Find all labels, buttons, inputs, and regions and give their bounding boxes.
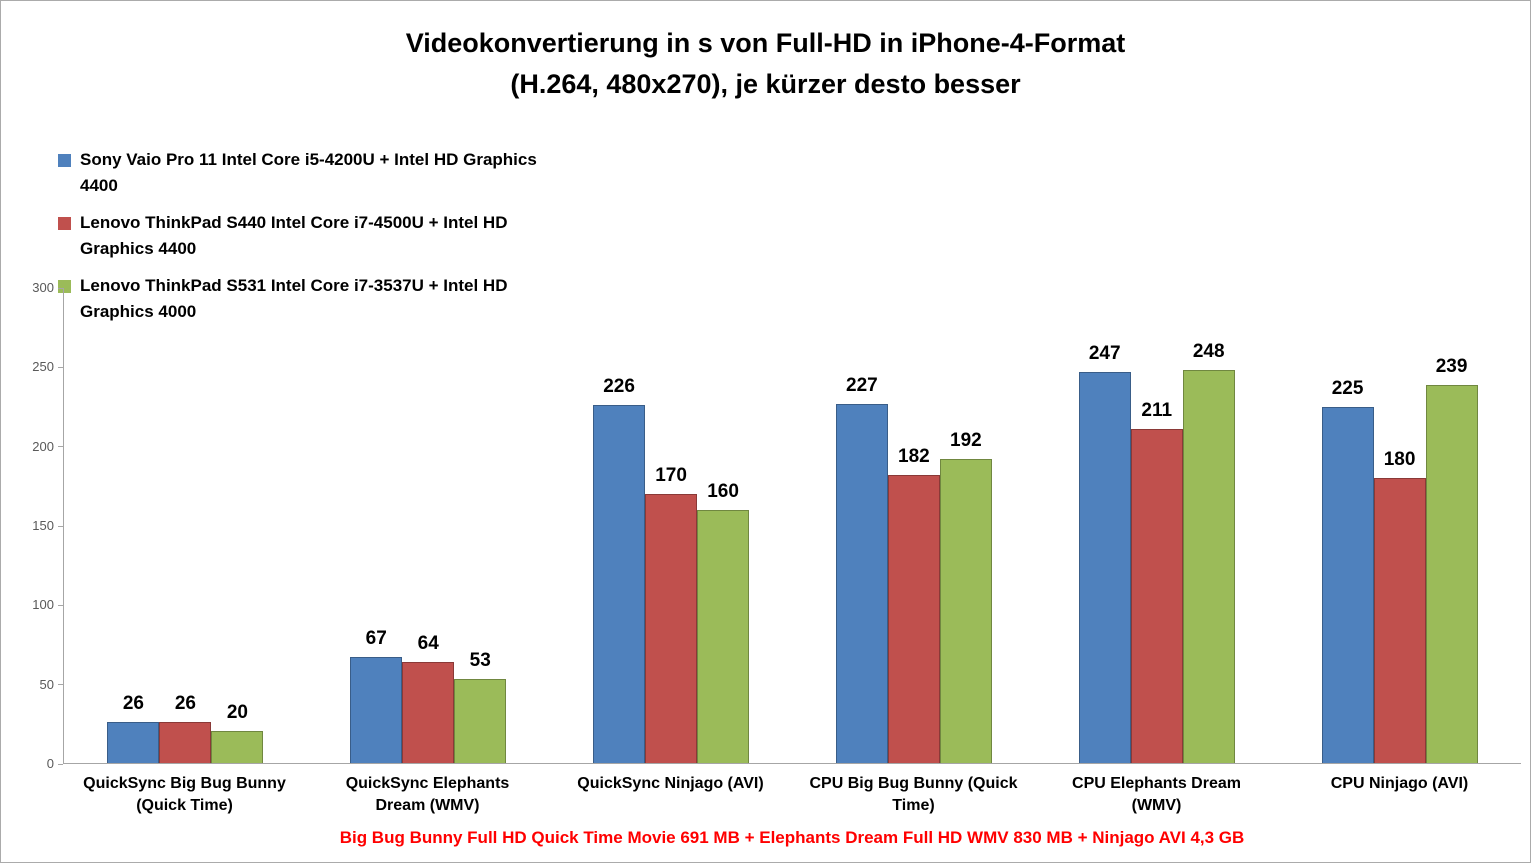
chart-footnote: Big Bug Bunny Full HD Quick Time Movie 6… (339, 828, 1245, 847)
bar-group: 226 170 160 (550, 288, 793, 763)
y-axis: 0 50 100 150 200 250 300 (1, 280, 63, 771)
x-axis-category-label: CPU Elephants Dream (WMV) (1072, 775, 1241, 814)
legend-item: Lenovo ThinkPad S440 Intel Core i7-4500U… (58, 210, 568, 262)
bar-value-label: 192 (950, 430, 982, 451)
bar: 211 (1130, 400, 1183, 763)
x-axis-category-label: CPU Big Bug Bunny (Quick Time) (809, 775, 1018, 814)
bar-group: 26 26 20 (64, 288, 307, 763)
bar-value-label: 20 (226, 702, 248, 724)
bar-group: 225 180 239 (1278, 288, 1521, 763)
plot-area: 26 26 20 67 64 53 226 170 160 227 182 192 247 211 248 2… (63, 288, 1521, 764)
bar: 182 (887, 446, 940, 763)
legend: Sony Vaio Pro 11 Intel Core i5-4200U + I… (58, 147, 568, 325)
chart-title-line-2: (H.264, 480x270), je kürzer desto besser (510, 69, 1021, 99)
bar: 53 (454, 650, 507, 763)
chart-title: Videokonvertierung in s von Full-HD in i… (1, 23, 1530, 105)
bar-value-label: 182 (898, 445, 930, 467)
legend-color-swatch (58, 154, 71, 167)
bar: 26 (159, 693, 212, 763)
bar-value-label: 239 (1435, 355, 1468, 377)
bar-value-label: 26 (122, 692, 144, 714)
y-axis-tick-label: 300 (32, 280, 54, 295)
bar-value-label: 26 (174, 692, 196, 714)
y-axis-tick-label: 50 (39, 676, 54, 692)
bar: 170 (645, 465, 698, 763)
x-axis-category-label: QuickSync Big Bug Bunny (Quick Time) (83, 775, 286, 814)
bar-group: 227 182 192 (792, 288, 1035, 763)
bar-value-label: 211 (1141, 399, 1173, 421)
bar-value-label: 180 (1383, 449, 1416, 470)
bar: 26 (107, 693, 160, 763)
y-axis-tick-label: 200 (32, 438, 54, 454)
legend-item: Sony Vaio Pro 11 Intel Core i5-4200U + I… (58, 147, 568, 199)
y-axis-tick-mark (58, 763, 63, 765)
y-axis-tick-mark (58, 604, 63, 606)
bar-group: 247 211 248 (1035, 288, 1278, 763)
bar-value-label: 227 (846, 374, 878, 396)
bar: 180 (1373, 449, 1426, 763)
bar: 67 (350, 628, 403, 763)
bar: 225 (1321, 378, 1374, 763)
bar: 20 (211, 702, 264, 763)
x-axis-category-label: QuickSync Ninjago (AVI) (577, 775, 764, 792)
y-axis-tick-mark (58, 446, 63, 448)
bar-value-label: 53 (469, 650, 491, 672)
y-axis-tick-label: 150 (32, 518, 54, 533)
legend-label: Sony Vaio Pro 11 Intel Core i5-4200U + I… (80, 150, 537, 195)
bar-value-label: 247 (1088, 342, 1121, 364)
legend-label: Lenovo ThinkPad S440 Intel Core i7-4500U… (80, 213, 508, 258)
bar-value-label: 170 (655, 464, 687, 486)
bar: 227 (835, 375, 888, 763)
legend-color-swatch (58, 217, 71, 230)
y-axis-tick-label: 100 (32, 597, 54, 613)
x-axis-category-label: QuickSync Elephants Dream (WMV) (345, 775, 510, 814)
bar-value-label: 67 (365, 627, 387, 649)
legend-color-swatch (58, 280, 71, 293)
bar: 192 (939, 430, 992, 763)
bar: 248 (1182, 341, 1235, 763)
y-axis-tick-mark (58, 684, 63, 686)
y-axis-tick-mark (58, 525, 63, 527)
y-axis-tick-mark (58, 287, 63, 289)
bar-value-label: 226 (603, 376, 635, 398)
y-axis-tick-label: 0 (46, 756, 54, 771)
bar-value-label: 225 (1331, 377, 1364, 399)
bar-value-label: 160 (707, 480, 739, 502)
x-axis-labels: QuickSync Big Bug Bunny (Quick Time) Quic… (63, 773, 1521, 817)
chart-title-line-1: Videokonvertierung in s von Full-HD in i… (405, 28, 1126, 58)
y-axis-tick-mark (58, 366, 63, 368)
bar-group: 67 64 53 (307, 288, 550, 763)
bar: 160 (697, 481, 750, 763)
bar: 239 (1425, 356, 1478, 763)
bar: 226 (593, 376, 646, 763)
bar: 64 (402, 633, 455, 763)
bar-value-label: 64 (417, 632, 439, 654)
x-axis-category-label: CPU Ninjago (AVI) (1330, 775, 1469, 792)
legend-label: Lenovo ThinkPad S531 Intel Core i7-3537U… (80, 276, 508, 321)
bar-value-label: 248 (1192, 341, 1225, 363)
bar: 247 (1078, 343, 1131, 763)
y-axis-tick-label: 250 (32, 359, 54, 375)
legend-item: Lenovo ThinkPad S531 Intel Core i7-3537U… (58, 273, 568, 325)
